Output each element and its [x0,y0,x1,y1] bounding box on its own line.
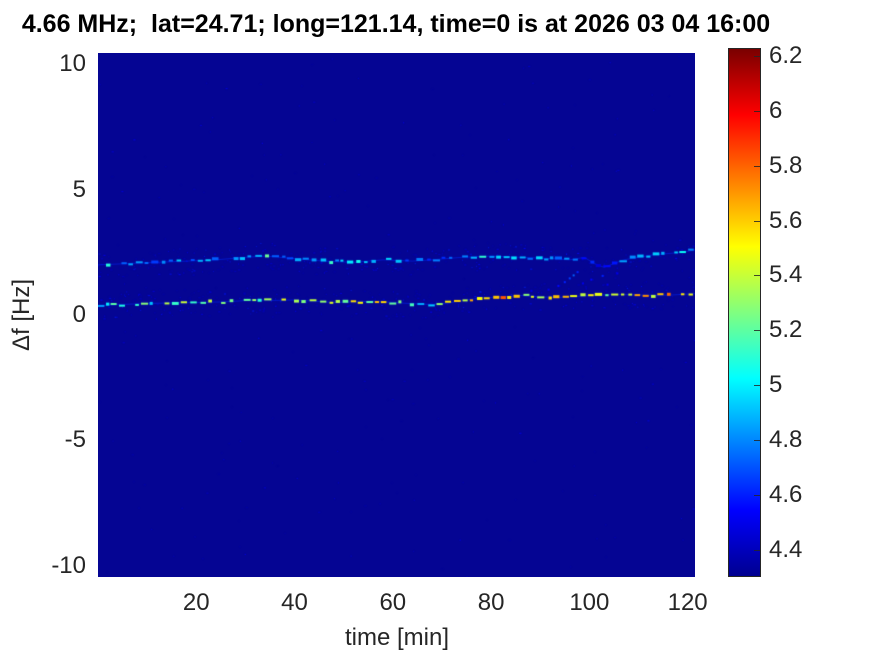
colorbar-tick-mark [754,56,760,58]
colorbar-tick-label: 6 [769,97,783,125]
colorbar-tick-mark [754,385,760,387]
x-tick-label: 100 [569,589,610,616]
x-tick-label: 120 [667,589,708,616]
x-tick-label: 80 [477,589,505,616]
colorbar-tick-mark [754,275,760,277]
colorbar-tick-mark [754,220,760,222]
colorbar-tick-label: 5.8 [769,151,803,179]
colorbar [728,48,761,577]
colorbar-tick-mark [754,494,760,496]
x-tick-label: 60 [379,589,407,616]
colorbar-tick-label: 5.4 [769,261,803,289]
y-tick-label: -5 [64,426,86,454]
y-tick-label: 5 [72,175,86,203]
colorbar-tick-mark [754,111,760,113]
colorbar-tick-mark [754,165,760,167]
colorbar-tick-label: 5.2 [769,316,803,344]
colorbar-tick-label: 5 [769,371,783,399]
colorbar-tick-label: 4.8 [769,425,803,453]
colorbar-tick-label: 4.4 [769,535,803,563]
colorbar-tick-mark [754,439,760,441]
x-tick-label: 20 [182,589,210,616]
colorbar-tick-label: 5.6 [769,206,803,234]
colorbar-tick-label: 6.2 [769,42,803,70]
colorbar-tick-mark [754,549,760,551]
x-tick-label: 40 [281,589,308,616]
colorbar-tick-label: 4.6 [769,480,803,508]
x-axis-label: time [min] [344,624,450,651]
y-tick-label: 10 [59,50,86,78]
colorbar-tick-mark [754,330,760,332]
chart-title: 4.66 MHz; lat=24.71; long=121.14, time=0… [21,10,771,38]
y-tick-label: 0 [72,301,86,328]
spectrogram-heatmap [98,53,695,577]
y-tick-label: -10 [51,551,86,579]
